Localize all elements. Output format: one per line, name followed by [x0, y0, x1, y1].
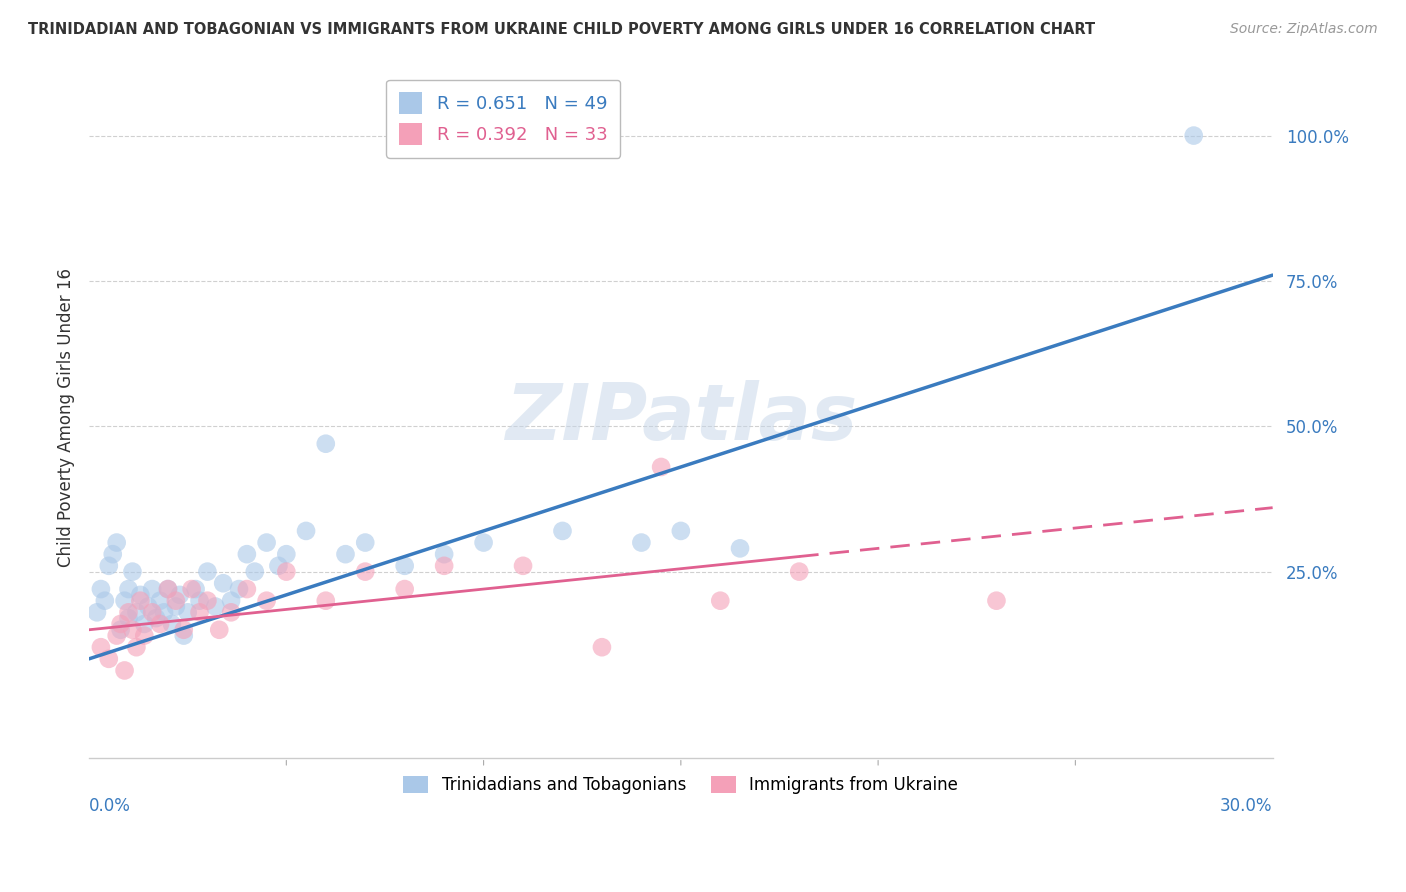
Point — [149, 616, 172, 631]
Point — [197, 593, 219, 607]
Point — [236, 582, 259, 596]
Point — [165, 593, 187, 607]
Point — [121, 565, 143, 579]
Point — [114, 593, 136, 607]
Point — [141, 605, 163, 619]
Point — [129, 588, 152, 602]
Point — [97, 558, 120, 573]
Point — [86, 605, 108, 619]
Point — [208, 623, 231, 637]
Point — [184, 582, 207, 596]
Point — [787, 565, 810, 579]
Point — [117, 611, 139, 625]
Point — [728, 541, 751, 556]
Point — [243, 565, 266, 579]
Point — [173, 623, 195, 637]
Point — [125, 605, 148, 619]
Point — [276, 565, 298, 579]
Point — [354, 535, 377, 549]
Point — [173, 629, 195, 643]
Point — [134, 616, 156, 631]
Point — [256, 593, 278, 607]
Point — [204, 599, 226, 614]
Point — [433, 558, 456, 573]
Point — [149, 593, 172, 607]
Point — [156, 582, 179, 596]
Point — [212, 576, 235, 591]
Point — [188, 593, 211, 607]
Point — [110, 616, 132, 631]
Point — [114, 664, 136, 678]
Y-axis label: Child Poverty Among Girls Under 16: Child Poverty Among Girls Under 16 — [58, 268, 75, 567]
Text: ZIPatlas: ZIPatlas — [505, 380, 858, 456]
Text: 0.0%: 0.0% — [89, 797, 131, 814]
Point — [105, 535, 128, 549]
Point — [551, 524, 574, 538]
Point — [236, 547, 259, 561]
Point — [591, 640, 613, 655]
Point — [188, 605, 211, 619]
Point — [394, 582, 416, 596]
Point — [90, 640, 112, 655]
Point — [153, 605, 176, 619]
Text: TRINIDADIAN AND TOBAGONIAN VS IMMIGRANTS FROM UKRAINE CHILD POVERTY AMONG GIRLS : TRINIDADIAN AND TOBAGONIAN VS IMMIGRANTS… — [28, 22, 1095, 37]
Point — [267, 558, 290, 573]
Point — [105, 629, 128, 643]
Point — [134, 629, 156, 643]
Point — [145, 611, 167, 625]
Point — [110, 623, 132, 637]
Point — [90, 582, 112, 596]
Point — [295, 524, 318, 538]
Point — [433, 547, 456, 561]
Point — [228, 582, 250, 596]
Point — [101, 547, 124, 561]
Point — [97, 652, 120, 666]
Point — [256, 535, 278, 549]
Point — [117, 582, 139, 596]
Point — [156, 582, 179, 596]
Point — [219, 593, 242, 607]
Point — [315, 593, 337, 607]
Point — [125, 640, 148, 655]
Point — [160, 616, 183, 631]
Point — [129, 593, 152, 607]
Point — [1182, 128, 1205, 143]
Point — [176, 605, 198, 619]
Point — [136, 599, 159, 614]
Text: 30.0%: 30.0% — [1220, 797, 1272, 814]
Point — [472, 535, 495, 549]
Point — [709, 593, 731, 607]
Point — [94, 593, 117, 607]
Point — [169, 588, 191, 602]
Point — [141, 582, 163, 596]
Point — [669, 524, 692, 538]
Point — [117, 605, 139, 619]
Legend: R = 0.651   N = 49, R = 0.392   N = 33: R = 0.651 N = 49, R = 0.392 N = 33 — [387, 79, 620, 158]
Point — [335, 547, 357, 561]
Point — [354, 565, 377, 579]
Point — [121, 623, 143, 637]
Point — [986, 593, 1008, 607]
Point — [394, 558, 416, 573]
Point — [630, 535, 652, 549]
Point — [315, 436, 337, 450]
Point — [276, 547, 298, 561]
Text: Source: ZipAtlas.com: Source: ZipAtlas.com — [1230, 22, 1378, 37]
Point — [650, 460, 672, 475]
Point — [180, 582, 202, 596]
Point — [197, 565, 219, 579]
Point — [512, 558, 534, 573]
Point — [165, 599, 187, 614]
Point — [219, 605, 242, 619]
